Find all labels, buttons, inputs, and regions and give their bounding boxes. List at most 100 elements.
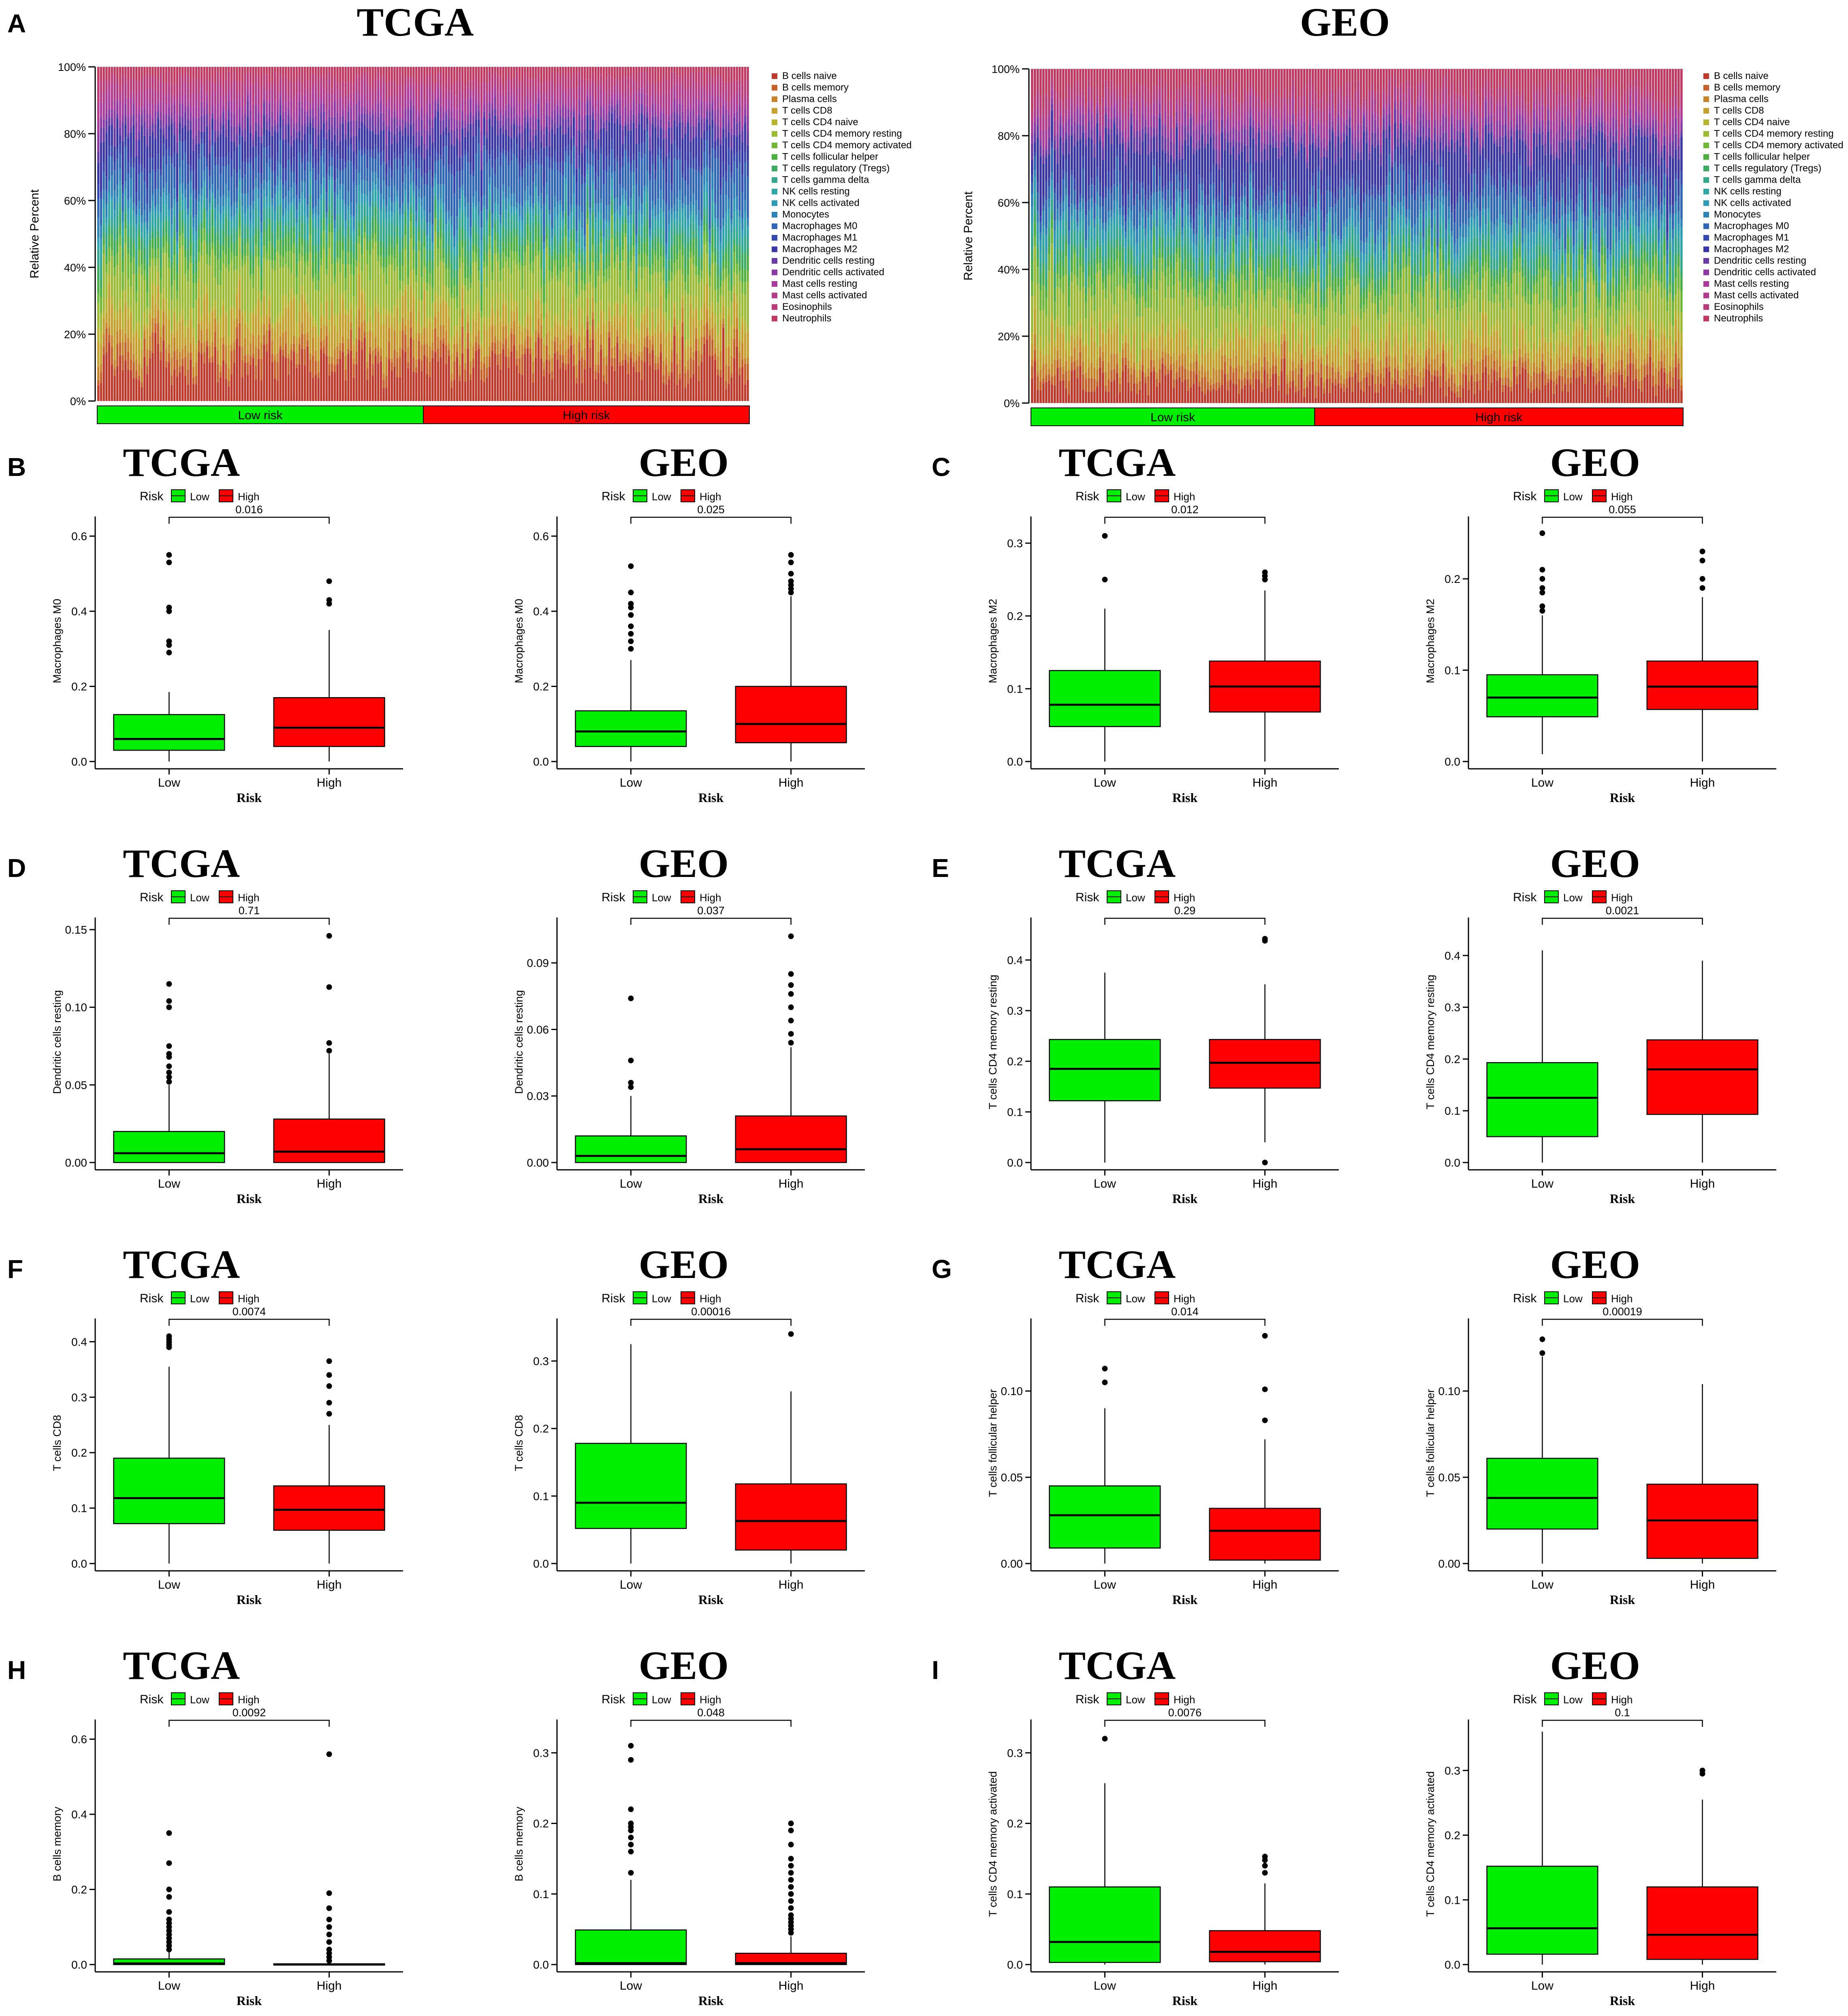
bar-segment xyxy=(651,217,654,231)
bar-segment xyxy=(679,97,681,104)
bar-segment xyxy=(347,95,350,101)
bar-segment xyxy=(692,194,695,205)
bar-segment xyxy=(138,131,141,140)
bar-segment xyxy=(489,356,491,367)
bar-segment xyxy=(540,193,542,209)
bar-segment xyxy=(322,353,325,401)
bar-segment xyxy=(507,136,510,152)
bar-segment xyxy=(371,190,374,202)
bar-segment xyxy=(668,79,670,92)
bar-segment xyxy=(265,247,268,253)
bar-segment xyxy=(320,316,322,329)
bar-segment xyxy=(303,294,306,302)
bar-segment xyxy=(575,147,578,169)
y-axis-label: Relative Percent xyxy=(28,189,41,279)
bar-segment xyxy=(600,83,602,94)
bar-segment xyxy=(165,204,168,216)
bar-segment xyxy=(301,82,303,94)
bar-segment xyxy=(472,346,475,359)
bar-segment xyxy=(236,318,238,327)
bar-segment xyxy=(445,252,448,265)
bar-segment xyxy=(586,67,589,80)
bar-segment xyxy=(230,206,233,217)
bar-segment xyxy=(483,111,486,118)
bar-segment xyxy=(122,237,124,248)
bar-segment xyxy=(643,337,646,347)
bar-segment xyxy=(632,160,635,173)
bar-segment xyxy=(445,136,448,147)
bar-segment xyxy=(290,100,292,118)
bar-segment xyxy=(564,102,567,107)
bar-segment xyxy=(331,232,333,265)
bar-segment xyxy=(146,292,149,307)
bar-segment xyxy=(418,169,420,189)
bar-segment xyxy=(415,67,418,81)
bar-segment xyxy=(350,329,352,351)
bar-segment xyxy=(219,115,222,122)
bar-segment xyxy=(361,113,363,122)
bar-segment xyxy=(589,236,591,251)
bar-segment xyxy=(624,296,627,305)
bar-segment xyxy=(396,158,399,169)
bar-segment xyxy=(572,88,575,99)
bar-segment xyxy=(293,298,295,336)
bar-segment xyxy=(572,333,575,344)
bar-segment xyxy=(407,203,410,210)
bar-segment xyxy=(602,220,605,237)
bar-segment xyxy=(271,362,273,401)
bar-segment xyxy=(309,171,312,179)
bar-segment xyxy=(703,122,706,131)
bar-segment xyxy=(306,152,309,162)
bar-segment xyxy=(138,90,141,107)
bar-segment xyxy=(529,317,532,337)
bar-segment xyxy=(537,333,540,337)
bar-segment xyxy=(575,169,578,183)
bar-segment xyxy=(279,205,282,223)
bar-segment xyxy=(341,221,344,236)
bar-segment xyxy=(268,294,271,299)
bar-segment xyxy=(385,315,388,357)
bar-segment xyxy=(526,246,529,297)
bar-segment xyxy=(575,365,578,378)
bar-segment xyxy=(309,372,312,401)
bar-segment xyxy=(284,91,287,103)
bar-segment xyxy=(287,374,290,401)
bar-segment xyxy=(361,106,363,114)
bar-segment xyxy=(385,99,388,107)
bar-segment xyxy=(111,101,113,109)
bar-segment xyxy=(388,197,391,213)
bar-segment xyxy=(426,87,429,104)
bar-segment xyxy=(486,218,488,223)
bar-segment xyxy=(217,259,219,285)
bar-segment xyxy=(564,147,567,152)
bar-segment xyxy=(521,124,523,132)
bar-segment xyxy=(450,92,453,102)
bar-segment xyxy=(602,381,605,401)
bar-segment xyxy=(206,91,208,96)
bar-segment xyxy=(635,116,638,128)
bar-segment xyxy=(605,365,608,384)
bar-segment xyxy=(630,250,632,262)
bar-segment xyxy=(600,311,602,335)
bar-segment xyxy=(236,208,238,214)
bar-segment xyxy=(673,72,676,85)
bar-segment xyxy=(347,122,350,147)
bar-segment xyxy=(192,384,195,401)
bar-segment xyxy=(453,256,456,271)
bar-segment xyxy=(184,141,187,153)
bar-segment xyxy=(420,325,423,333)
bar-segment xyxy=(274,378,276,401)
bar-segment xyxy=(689,296,692,304)
bar-segment xyxy=(516,236,518,252)
bar-segment xyxy=(97,249,100,267)
bar-segment xyxy=(244,355,246,363)
bar-segment xyxy=(668,92,670,107)
bar-segment xyxy=(589,282,591,326)
bar-segment xyxy=(665,137,668,156)
bar-segment xyxy=(597,160,600,177)
bar-segment xyxy=(252,314,254,335)
bar-segment xyxy=(464,331,467,348)
bar-segment xyxy=(621,224,624,233)
bar-segment xyxy=(535,227,537,241)
bar-segment xyxy=(605,78,608,93)
